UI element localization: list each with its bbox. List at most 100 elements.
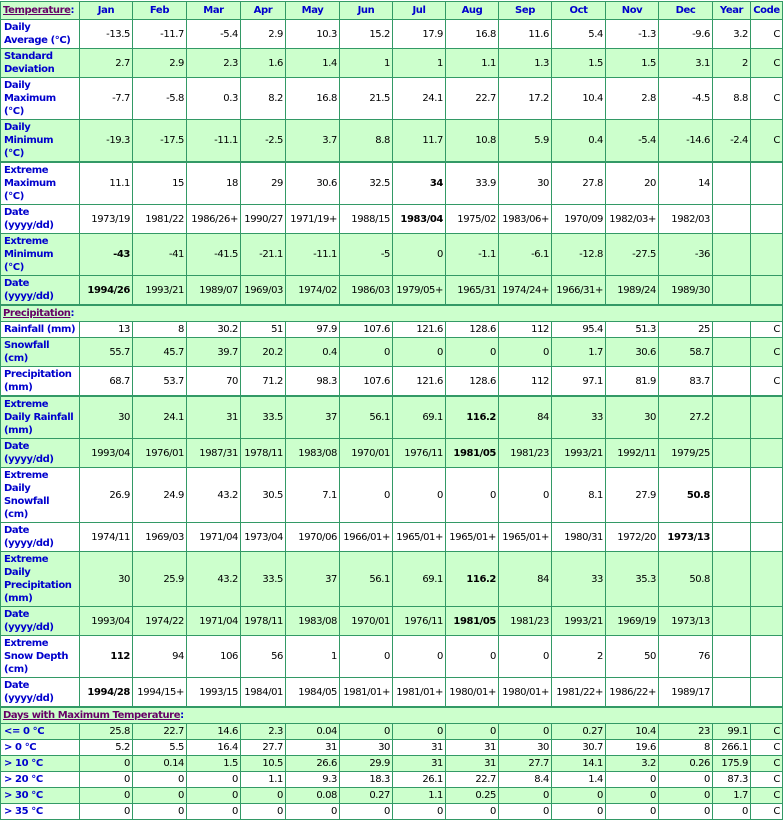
column-header-aug: Aug — [445, 1, 499, 20]
table-cell: 1971/04 — [186, 522, 241, 552]
cell-value: 70 — [226, 375, 238, 387]
cell-value: 1989/24 — [617, 284, 656, 296]
cell-value: 1976/11 — [404, 615, 443, 627]
cell-value: C — [773, 28, 780, 40]
cell-value: 0 — [178, 790, 184, 801]
table-cell: 25.8 — [79, 723, 133, 740]
table-cell: 30.6 — [605, 337, 659, 367]
table-cell: 1969/03 — [132, 522, 187, 552]
cell-value: 1966/31+ — [556, 284, 603, 296]
table-cell: 116.2 — [445, 395, 499, 439]
cell-value: 0 — [124, 806, 130, 817]
cell-value: 8 — [704, 742, 710, 753]
table-cell: 1976/11 — [392, 438, 446, 468]
cell-value: 53.7 — [163, 375, 184, 387]
table-cell: 0 — [658, 787, 713, 804]
cell-value: -5 — [380, 249, 391, 260]
cell-value: 1981/01+ — [343, 686, 390, 698]
table-cell: -1.1 — [445, 233, 499, 276]
table-cell: 1981/22 — [132, 204, 187, 234]
table-cell: 1973/13 — [658, 522, 713, 552]
section-link-temperature[interactable]: Temperature — [3, 5, 71, 16]
table-cell: 0 — [551, 803, 606, 820]
cell-value: 29.9 — [369, 758, 390, 769]
table-cell: 31 — [285, 739, 340, 756]
cell-value: 0 — [490, 651, 496, 662]
cell-value: -4.5 — [692, 93, 710, 104]
table-cell: 58.7 — [658, 337, 713, 367]
table-row: Extreme Snow Depth (cm) 112 94 106 56 1 0 0 0 0 2 5… — [0, 635, 783, 678]
row-label: Date (yyyy/dd) — [0, 606, 80, 636]
cell-value: 30.5 — [262, 489, 283, 501]
table-cell: -9.6 — [658, 19, 713, 49]
section-header: Days with Maximum Temperature: — [0, 706, 783, 724]
table-row: Date (yyyy/dd) 1974/11 1969/03 1971/04 1973/… — [0, 522, 783, 552]
cell-value: 1971/04 — [199, 531, 238, 543]
table-cell: 19.6 — [605, 739, 659, 756]
cell-value: -14.6 — [686, 135, 710, 146]
cell-value: 33.5 — [262, 573, 283, 585]
table-cell: -1.3 — [605, 19, 659, 49]
cell-value: 84 — [537, 573, 549, 585]
cell-value: 1981/01+ — [396, 686, 443, 698]
table-cell: 1973/13 — [658, 606, 713, 636]
table-cell: 29.9 — [339, 755, 393, 772]
table-cell: 0 — [339, 723, 393, 740]
table-cell — [712, 161, 751, 205]
cell-value: 45.7 — [163, 346, 184, 358]
table-cell: 16.8 — [285, 77, 340, 120]
cell-value: 0.26 — [689, 758, 710, 769]
cell-value: C — [773, 93, 780, 104]
table-cell — [750, 635, 783, 678]
section-link[interactable]: Precipitation — [3, 308, 71, 319]
cell-value: 1970/01 — [351, 615, 390, 627]
cell-value: 1978/11 — [244, 447, 283, 459]
table-cell: 7.1 — [285, 467, 340, 523]
table-cell: 98.3 — [285, 366, 340, 397]
cell-value: -13.5 — [106, 28, 130, 40]
table-cell: 1987/31 — [186, 438, 241, 468]
cell-value: 69.1 — [422, 412, 443, 423]
table-cell: 0 — [551, 787, 606, 804]
cell-value: 0.14 — [163, 758, 184, 769]
cell-value: 1993/21 — [564, 615, 603, 627]
cell-value: 0 — [384, 806, 390, 817]
cell-value: 0 — [124, 758, 130, 769]
table-cell: 30.2 — [186, 321, 241, 338]
cell-value: 3.1 — [695, 57, 710, 69]
cell-value: 30 — [118, 573, 130, 585]
cell-value: -36 — [694, 249, 711, 260]
table-cell: C — [750, 19, 783, 49]
cell-value: 2.9 — [169, 57, 184, 69]
table-cell: 266.1 — [712, 739, 751, 756]
cell-value: 17.9 — [422, 28, 443, 40]
table-cell: 1981/22+ — [551, 677, 606, 708]
table-cell: 2.9 — [132, 48, 187, 78]
cell-value: 1989/07 — [199, 284, 238, 296]
section-link[interactable]: Days with Maximum Temperature — [3, 710, 181, 721]
table-cell: 1984/05 — [285, 677, 340, 708]
table-cell: 1971/19+ — [285, 204, 340, 234]
table-cell: 95.4 — [551, 321, 606, 338]
table-cell: 1993/21 — [551, 438, 606, 468]
table-cell: 1.1 — [392, 787, 446, 804]
table-cell: 1971/04 — [186, 606, 241, 636]
table-cell: 1980/31 — [551, 522, 606, 552]
cell-value: 0 — [437, 806, 443, 817]
table-cell: 10.5 — [240, 755, 286, 772]
table-cell: 31 — [392, 755, 446, 772]
cell-value: 10.4 — [635, 726, 656, 737]
cell-value: 27.7 — [262, 742, 283, 753]
table-cell: 0 — [186, 787, 241, 804]
cell-value: 30.2 — [217, 324, 238, 335]
cell-value: 50.8 — [689, 573, 710, 585]
table-cell: 27.2 — [658, 395, 713, 439]
cell-value: 107.6 — [363, 324, 390, 335]
table-cell: 0 — [498, 635, 552, 678]
table-cell: 1.1 — [445, 48, 499, 78]
cell-value: 0 — [543, 790, 549, 801]
cell-value: 32.5 — [369, 178, 390, 189]
table-cell: 10.4 — [551, 77, 606, 120]
table-cell: 24.1 — [392, 77, 446, 120]
cell-value: 1987/31 — [199, 447, 238, 459]
